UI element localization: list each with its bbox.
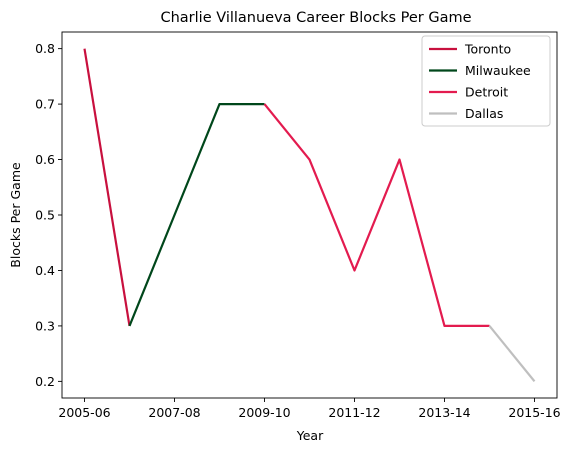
y-tick-label: 0.6 [35, 152, 55, 167]
legend-label-toronto: Toronto [464, 42, 511, 57]
x-axis-title: Year [296, 428, 324, 443]
x-tick-label: 2007-08 [148, 405, 200, 420]
y-tick-label: 0.8 [35, 41, 55, 56]
legend-label-dallas: Dallas [465, 106, 503, 121]
plot-area: 0.2 0.3 0.4 0.5 0.6 0.7 0.8 2005-06 2007-08 2009-… [35, 31, 561, 420]
series-line-milwaukee [128, 102, 265, 327]
y-tick-label: 0.5 [35, 208, 55, 223]
legend-label-detroit: Detroit [465, 85, 508, 100]
x-tick-label: 2005-06 [58, 405, 110, 420]
x-tick-label: 2013-14 [418, 405, 470, 420]
x-tick-label: 2009-10 [238, 405, 290, 420]
y-tick-label: 0.7 [35, 97, 55, 112]
series-line-detroit [263, 103, 490, 328]
x-tick-label: 2015-16 [508, 405, 560, 420]
series-line-toronto [83, 48, 131, 327]
x-tick-label: 2011-12 [328, 405, 380, 420]
series-line-dallas [488, 325, 536, 383]
chart-title: Charlie Villanueva Career Blocks Per Gam… [160, 10, 471, 26]
y-tick-label: 0.2 [35, 374, 55, 389]
legend-label-milwaukee: Milwaukee [465, 63, 531, 78]
legend-box [421, 35, 551, 127]
y-tick-label: 0.4 [35, 263, 55, 278]
y-tick-label: 0.3 [35, 318, 55, 333]
y-axis-title: Blocks Per Game [8, 162, 23, 268]
legend: Toronto Milwaukee Detroit Dallas [421, 35, 551, 127]
